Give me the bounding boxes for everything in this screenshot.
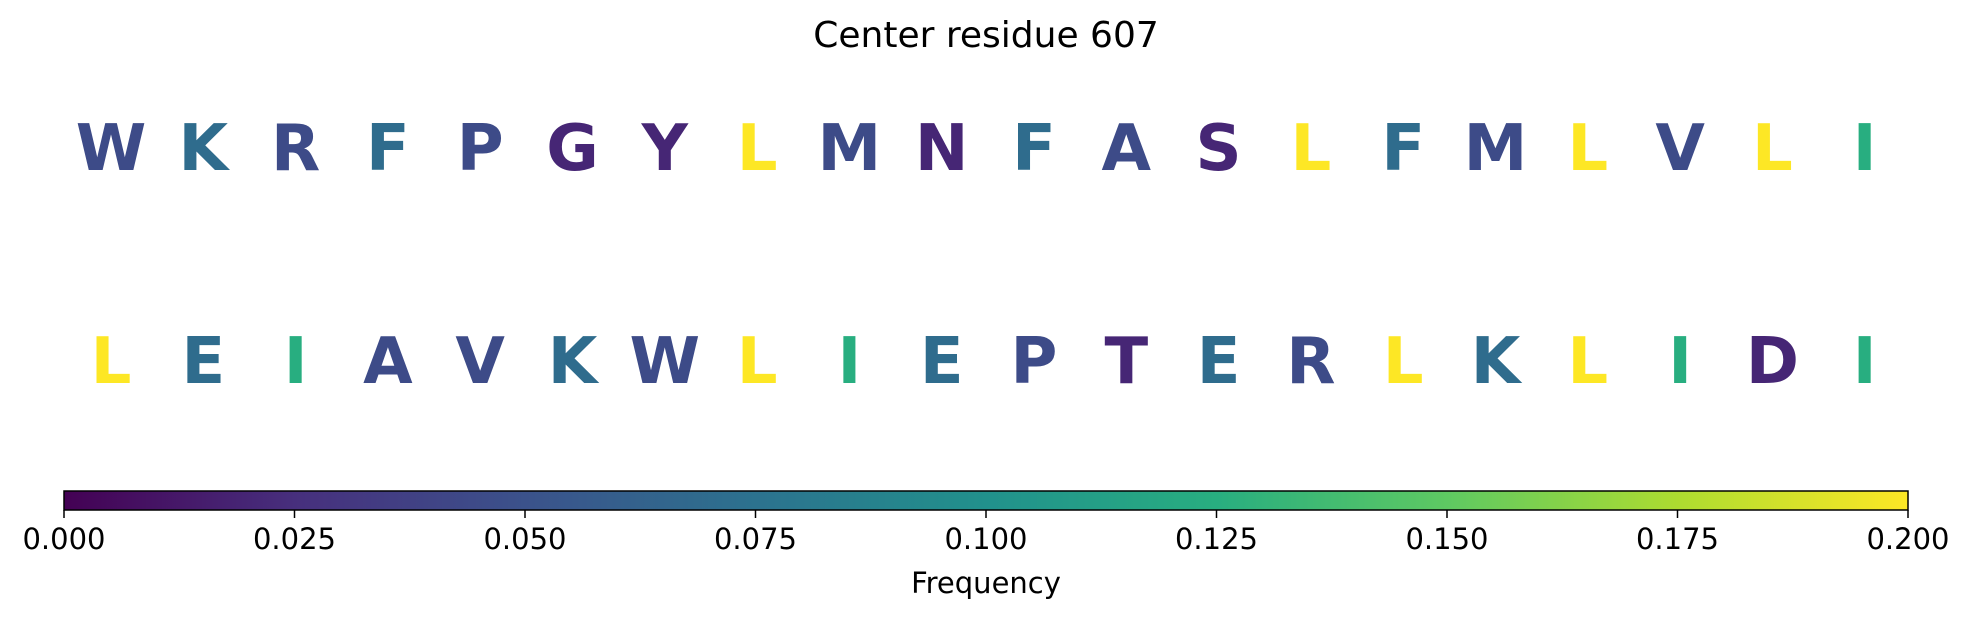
- residue-letter: P: [1011, 325, 1058, 399]
- residue-letter: S: [1196, 112, 1242, 186]
- residue-letter: G: [546, 112, 599, 186]
- residue-letter: E: [1197, 325, 1241, 399]
- residue-letter: L: [1567, 112, 1608, 186]
- residue-letter: P: [457, 112, 504, 186]
- residue-letter: L: [737, 112, 778, 186]
- residue-letter: K: [548, 325, 600, 399]
- residue-letter: L: [1567, 325, 1608, 399]
- colorbar-tick-label: 0.025: [253, 522, 336, 556]
- colorbar-ticks: 0.000 0.025 0.050 0.075 0.100 0.125 0.150 0.175…: [22, 510, 1950, 556]
- residue-letter: Y: [641, 112, 689, 186]
- residue-letter: E: [181, 325, 225, 399]
- residue-letter: V: [455, 325, 505, 399]
- residue-letter: K: [1471, 325, 1523, 399]
- residue-letter: I: [837, 325, 861, 399]
- residue-letter: I: [1853, 112, 1877, 186]
- colorbar-tick-label: 0.125: [1175, 522, 1258, 556]
- residue-letter: F: [366, 112, 410, 186]
- residue-letter: A: [1102, 112, 1152, 186]
- residue-letter: F: [1381, 112, 1425, 186]
- chart-title: Center residue 607: [813, 15, 1159, 56]
- residue-letter: L: [737, 325, 778, 399]
- residue-letter: A: [363, 325, 413, 399]
- residue-letter: T: [1104, 325, 1148, 399]
- residue-letter: E: [920, 325, 964, 399]
- residue-letter: F: [1012, 112, 1056, 186]
- residue-letter: I: [1668, 325, 1692, 399]
- residue-letter: N: [915, 112, 969, 186]
- residue-letter: L: [1752, 112, 1793, 186]
- colorbar-tick-label: 0.200: [1866, 522, 1949, 556]
- colorbar: [63, 490, 1909, 511]
- residue-letter: R: [1286, 325, 1335, 399]
- colorbar-tick-label: 0.000: [22, 522, 105, 556]
- residue-letter: M: [1464, 112, 1528, 186]
- residue-letter: R: [271, 112, 320, 186]
- residue-letter: L: [91, 325, 132, 399]
- residue-letter: D: [1746, 325, 1799, 399]
- residue-letter: L: [1383, 325, 1424, 399]
- colorbar-tick-label: 0.175: [1636, 522, 1719, 556]
- colorbar-tick-label: 0.050: [483, 522, 566, 556]
- residue-letter: M: [818, 112, 882, 186]
- residue-letter: V: [1655, 112, 1705, 186]
- residue-letter: I: [284, 325, 308, 399]
- residue-letter: W: [630, 325, 701, 399]
- residue-letter: I: [1853, 325, 1877, 399]
- residue-letter: K: [179, 112, 231, 186]
- colorbar-tick-label: 0.075: [714, 522, 797, 556]
- residue-letter: W: [76, 112, 147, 186]
- colorbar-tick-label: 0.150: [1405, 522, 1488, 556]
- colorbar-tick-label: 0.100: [944, 522, 1027, 556]
- residue-letter: L: [1291, 112, 1332, 186]
- colorbar-label: Frequency: [911, 566, 1061, 600]
